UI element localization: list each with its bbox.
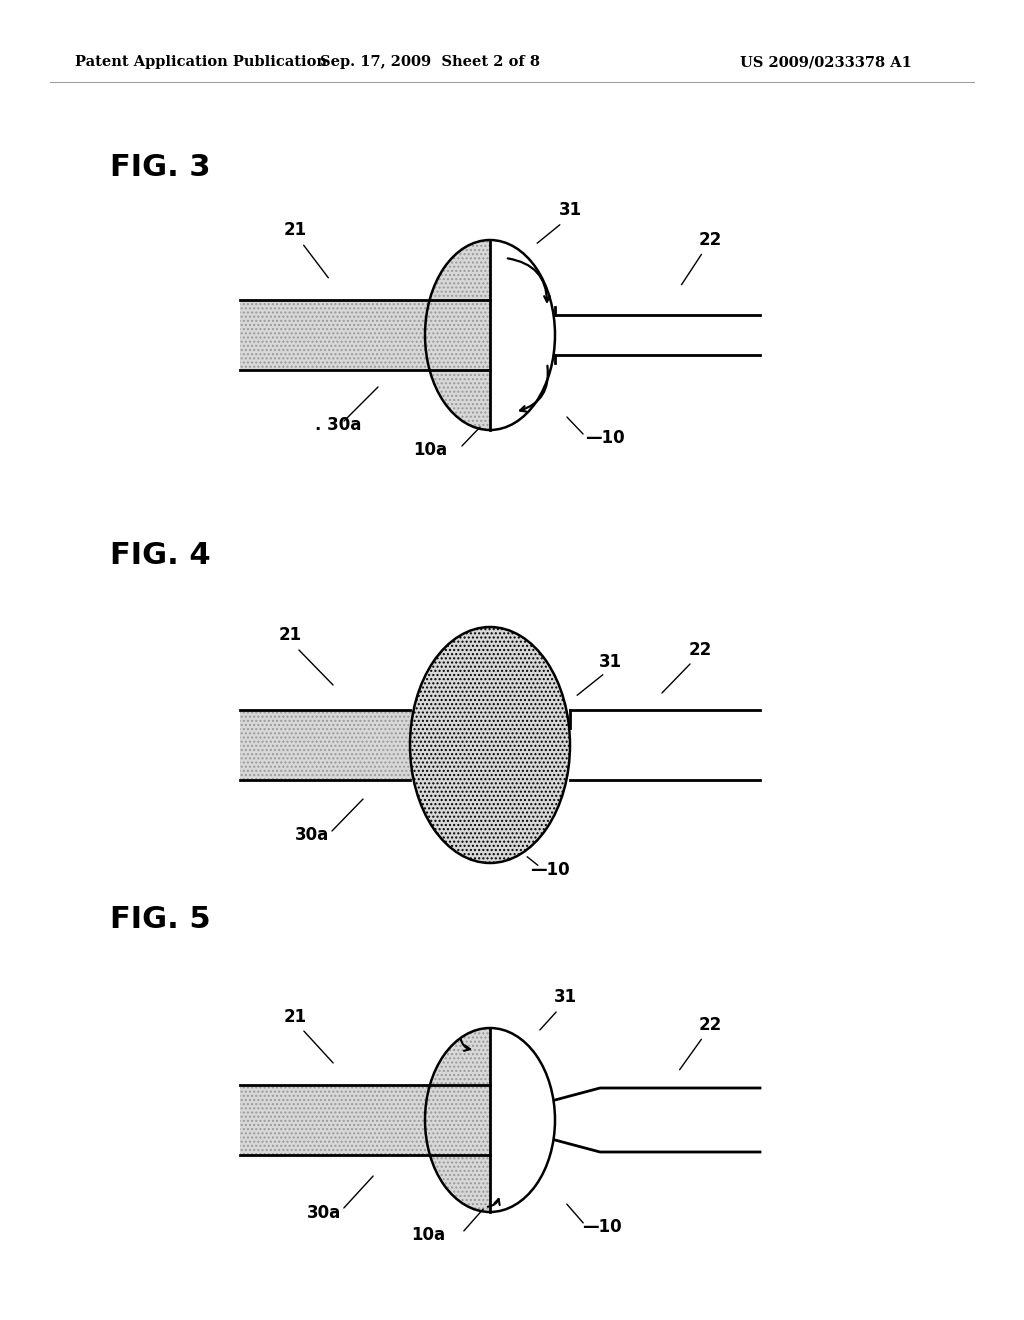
Text: 10a: 10a [411,1226,445,1243]
Bar [490,235,565,436]
Bar [240,300,490,335]
Text: Patent Application Publication: Patent Application Publication [75,55,327,69]
Text: —10: —10 [585,429,625,447]
Text: 10a: 10a [413,441,447,459]
Ellipse shape [425,1028,555,1212]
Bar [240,1085,490,1119]
Ellipse shape [410,627,570,863]
Bar [490,1023,565,1217]
Text: 21: 21 [279,626,301,644]
Text: Sep. 17, 2009  Sheet 2 of 8: Sep. 17, 2009 Sheet 2 of 8 [319,55,540,69]
Text: . 30a: . 30a [315,416,361,434]
Text: 30a: 30a [295,826,330,843]
Text: 21: 21 [284,220,306,239]
Text: —10: —10 [530,861,569,879]
Ellipse shape [425,240,555,430]
Text: 31: 31 [598,653,622,671]
Text: 22: 22 [698,1016,722,1034]
Text: FIG. 5: FIG. 5 [110,906,211,935]
Text: 22: 22 [698,231,722,249]
Text: —10: —10 [583,1218,622,1236]
Text: 30a: 30a [307,1204,341,1222]
Bar [240,1119,490,1155]
Text: FIG. 3: FIG. 3 [110,153,211,182]
Text: FIG. 4: FIG. 4 [110,540,211,569]
Text: 21: 21 [284,1008,306,1026]
Bar [240,710,490,744]
Text: 31: 31 [553,987,577,1006]
Text: 31: 31 [558,201,582,219]
Bar [240,335,490,370]
Text: 22: 22 [688,642,712,659]
Bar [240,744,490,780]
Text: US 2009/0233378 A1: US 2009/0233378 A1 [740,55,912,69]
